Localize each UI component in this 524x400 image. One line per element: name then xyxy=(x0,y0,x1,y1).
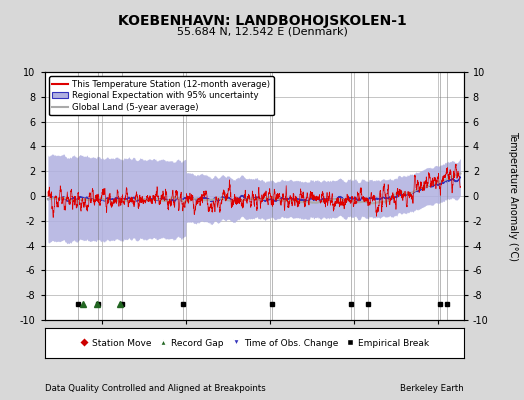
Text: Data Quality Controlled and Aligned at Breakpoints: Data Quality Controlled and Aligned at B… xyxy=(45,384,265,393)
Text: KOEBENHAVN: LANDBOHOJSKOLEN-1: KOEBENHAVN: LANDBOHOJSKOLEN-1 xyxy=(117,14,407,28)
Legend: This Temperature Station (12-month average), Regional Expectation with 95% uncer: This Temperature Station (12-month avera… xyxy=(49,76,274,115)
Y-axis label: Temperature Anomaly (°C): Temperature Anomaly (°C) xyxy=(508,131,518,261)
Text: 55.684 N, 12.542 E (Denmark): 55.684 N, 12.542 E (Denmark) xyxy=(177,26,347,36)
Text: Berkeley Earth: Berkeley Earth xyxy=(400,384,464,393)
Legend: Station Move, Record Gap, Time of Obs. Change, Empirical Break: Station Move, Record Gap, Time of Obs. C… xyxy=(77,336,432,350)
